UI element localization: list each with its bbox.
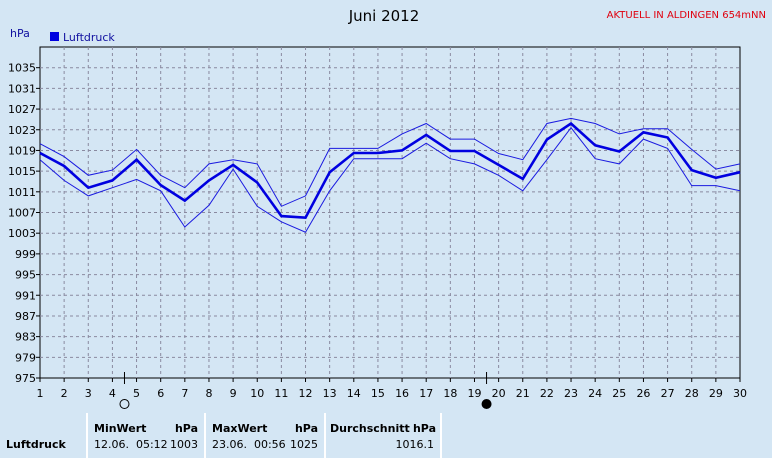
x-tick-label: 7 [181,387,188,400]
y-tick-label: 1027 [8,103,36,116]
moon-full-icon [119,399,130,409]
max-unit: hPa [294,422,318,435]
x-tick-label: 22 [540,387,554,400]
y-tick-label: 979 [15,351,36,364]
min-time: 12.06. 05:12 [94,438,168,451]
x-tick-label: 15 [371,387,385,400]
y-tick-label: 995 [15,269,36,282]
legend-label: Luftdruck [63,31,115,44]
chart-svg: 9759799839879919959991003100710111015101… [8,7,766,409]
y-tick-label: 975 [15,372,36,385]
x-tick-label: 2 [61,387,68,400]
avg-header: Durchschnitt [330,422,410,435]
y-tick-label: 1003 [8,227,36,240]
x-tick-label: 21 [516,387,530,400]
moon-phases [119,372,492,409]
y-tick-label: 1011 [8,186,36,199]
legend-swatch [50,32,59,41]
stats-panel: Luftdruck MinWert hPa 12.06. 05:12 1003 … [0,413,772,458]
moon-new-icon [481,399,492,409]
y-axis-unit: hPa [10,27,30,40]
y-tick-label: 1007 [8,207,36,220]
y-tick-label: 1031 [8,82,36,95]
x-tick-label: 17 [419,387,433,400]
series-line-min [39,126,741,233]
x-tick-label: 25 [612,387,626,400]
avg-cell: Durchschnitt hPa 1016.1 [326,413,440,458]
x-tick-label: 6 [157,387,164,400]
series-lines [39,117,741,233]
y-tick-label: 999 [15,248,36,261]
y-tick-label: 1019 [8,144,36,157]
station-label: AKTUELL IN ALDINGEN 654mNN [607,10,766,21]
x-tick-label: 20 [492,387,506,400]
x-tick-label: 28 [685,387,699,400]
chart-area: 975 979 983 987 991 995 999 1003 1007 1011 1015 101… [8,7,766,409]
x-tick-label: 3 [85,387,92,400]
min-cell: MinWert hPa 12.06. 05:12 1003 [88,413,204,458]
x-tick-label: 26 [636,387,650,400]
series-line-max [39,117,741,207]
x-tick-label: 11 [274,387,288,400]
x-tick-label: 27 [661,387,675,400]
avg-unit: hPa [412,422,436,435]
x-tick-label: 13 [323,387,337,400]
x-tick-label: 18 [443,387,457,400]
y-tick-label: 987 [15,310,36,323]
series-line-mean [39,121,741,220]
min-value: 1003 [170,438,198,451]
x-tick-label: 4 [109,387,116,400]
chart-title: Juni 2012 [348,7,420,25]
y-tick-label: 1015 [8,165,36,178]
max-time: 23.06. 00:56 [212,438,286,451]
avg-value: 1016.1 [395,438,435,451]
y-tick-label: 1023 [8,124,36,137]
x-tick-label: 16 [395,387,409,400]
max-cell: MaxWert hPa 23.06. 00:56 1025 [206,413,324,458]
stats-row-label: Luftdruck [6,438,66,451]
max-header: MaxWert [212,422,268,435]
x-tick-label: 10 [250,387,264,400]
x-tick-label: 12 [299,387,313,400]
y-tick-label: 983 [15,331,36,344]
x-tick-label: 8 [205,387,212,400]
max-value: 1025 [290,438,318,451]
y-tick-label: 991 [15,289,36,302]
x-tick-label: 30 [733,387,747,400]
x-tick-label: 9 [230,387,237,400]
x-tick-label: 5 [133,387,140,400]
stats-label-cell: Luftdruck [0,413,86,458]
min-header: MinWert [94,422,147,435]
y-tick-label: 1035 [8,62,36,75]
axis-ticks: 9759799839879919959991003100710111015101… [8,62,747,400]
x-tick-label: 24 [588,387,602,400]
min-unit: hPa [174,422,198,435]
x-tick-label: 14 [347,387,361,400]
x-tick-label: 1 [37,387,44,400]
x-tick-label: 29 [709,387,723,400]
x-tick-label: 19 [467,387,481,400]
x-tick-label: 23 [564,387,578,400]
